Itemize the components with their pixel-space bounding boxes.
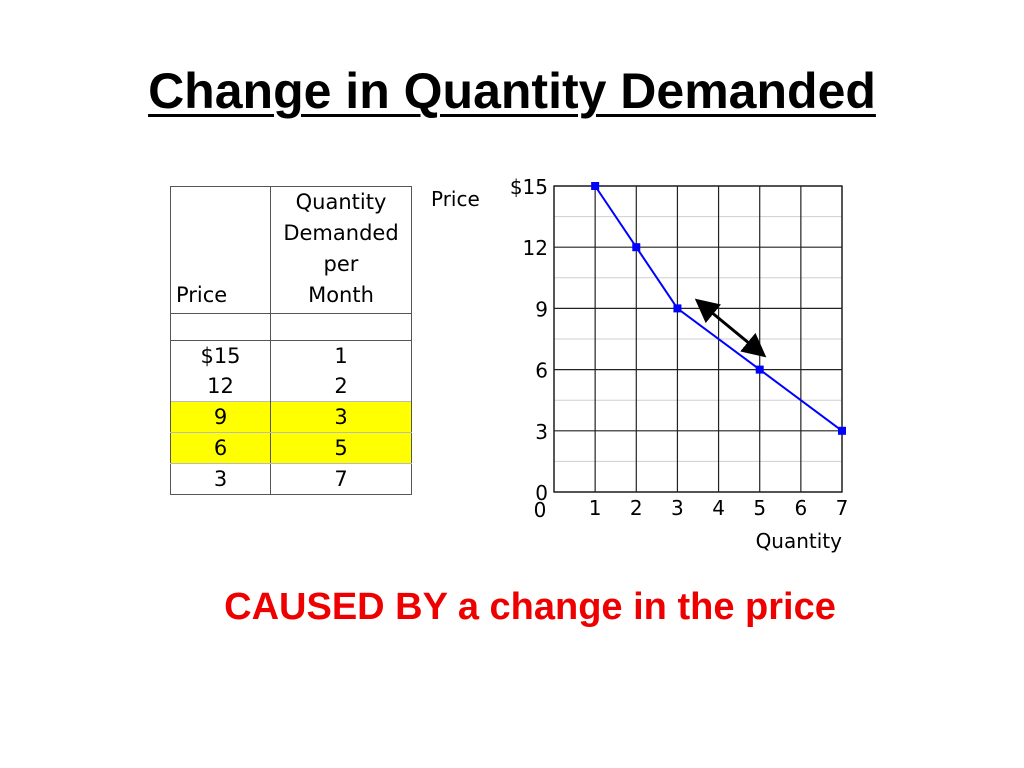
price-cell: 6 [170,432,271,464]
data-point-marker [591,182,600,190]
y-tick-label: 6 [535,359,548,383]
table-row: $15 1 [170,340,412,371]
caption-text: CAUSED BY a change in the price [224,586,836,628]
table-header-row: Price Quantity Demanded per Month [170,186,412,314]
y-tick-label: 0 [535,481,548,505]
price-cell: 3 [170,463,271,495]
price-column-header: Price [170,186,271,314]
quantity-header-line: Quantity [295,190,387,214]
quantity-header-line: Demanded [283,221,399,245]
price-cell: 12 [170,371,271,402]
x-tick-label: 6 [794,496,807,520]
quantity-cell: 1 [270,340,412,371]
data-point-marker [838,426,846,435]
x-tick-label: 1 [589,496,602,520]
demand-schedule-table: Price Quantity Demanded per Month $15 1 12… [170,186,412,495]
x-tick-label: 7 [836,496,849,520]
table-spacer-row [170,313,412,341]
movement-arrow [694,298,767,358]
slide-title: Change in Quantity Demanded [148,63,876,119]
y-axis-label: Price [431,187,480,211]
quantity-cell: 7 [270,463,412,495]
quantity-cell: 3 [270,401,412,433]
table-row: 12 2 [170,371,412,402]
price-cell: $15 [170,340,271,371]
price-cell: 9 [170,401,271,433]
x-tick-label: 2 [630,496,643,520]
x-tick-label: 3 [671,496,684,520]
origin-label: 0 [534,498,547,522]
x-axis-label: Quantity [756,529,843,553]
quantity-header-line: per [323,252,359,276]
x-tick-label: 5 [753,496,766,520]
plot-frame [553,185,843,493]
quantity-cell: 5 [270,432,412,464]
data-point-marker [632,243,641,252]
y-tick-label: 9 [535,297,548,321]
y-tick-label: 12 [523,236,548,260]
quantity-cell: 2 [270,371,412,402]
data-point-marker [673,304,682,313]
y-tick-label: $15 [510,175,548,199]
quantity-header-line: Month [308,283,374,307]
x-tick-label: 4 [712,496,725,520]
quantity-column-header: Quantity Demanded per Month [270,186,412,314]
y-tick-label: 3 [535,420,548,444]
data-point-marker [755,365,764,374]
